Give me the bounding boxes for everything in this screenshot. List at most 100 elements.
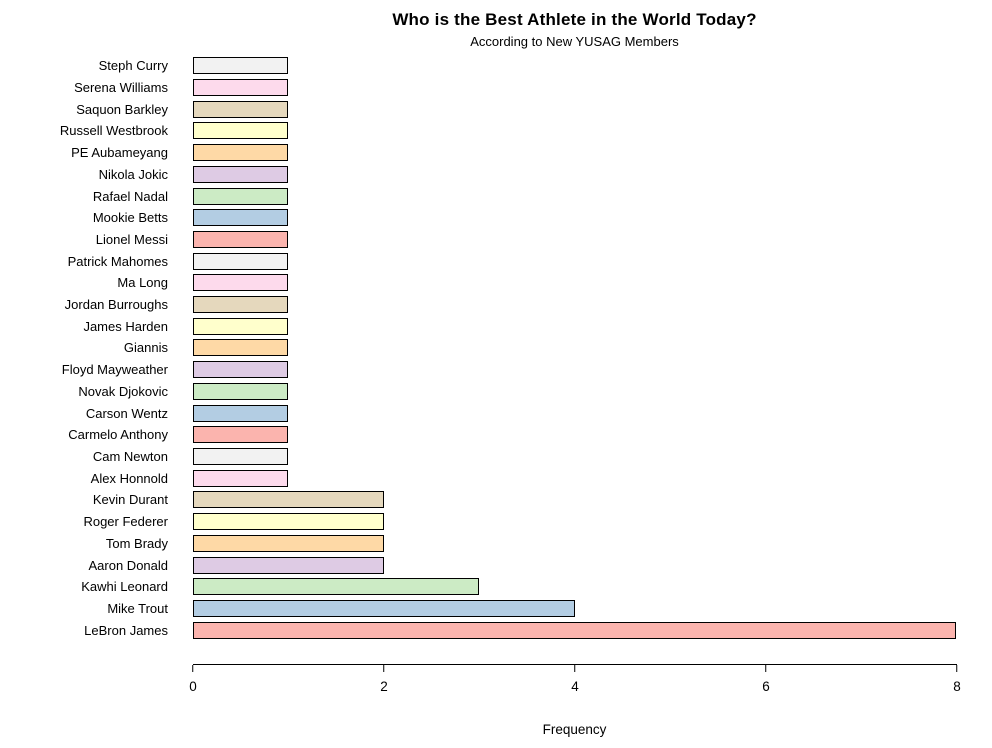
- bar-rows: Steph Curry Serena Williams Saquon Barkley…: [0, 55, 957, 641]
- bar: [193, 469, 289, 487]
- bar-label: Novak Djokovic: [78, 383, 168, 399]
- bar-label: Russell Westbrook: [59, 123, 168, 139]
- bar: [193, 317, 289, 335]
- bar: [193, 513, 384, 531]
- x-tick: 2: [380, 665, 388, 694]
- x-tick: 8: [953, 665, 961, 694]
- bar-label: Tom Brady: [105, 535, 168, 551]
- chart-title: Who is the Best Athlete in the World Tod…: [392, 10, 757, 29]
- bar-track: [193, 513, 956, 531]
- bar: [193, 404, 289, 422]
- bar: [193, 144, 289, 162]
- bar-row: Cam Newton: [0, 446, 957, 468]
- bar-row: Kawhi Leonard: [0, 576, 957, 598]
- bar: [193, 122, 289, 140]
- x-tick-mark: [574, 665, 576, 672]
- bar-label: Carson Wentz: [85, 405, 168, 421]
- bar-track: [193, 599, 956, 617]
- bar-label: Saquon Barkley: [76, 101, 168, 117]
- bar: [193, 100, 289, 118]
- bar: [193, 534, 384, 552]
- bar-track: [193, 317, 956, 335]
- bar-row: Carmelo Anthony: [0, 424, 957, 446]
- bar-label: LeBron James: [84, 622, 168, 638]
- bar-label: Serena Williams: [74, 80, 168, 96]
- x-tick-label: 0: [189, 679, 197, 694]
- bar-label: Steph Curry: [98, 58, 168, 74]
- x-tick: 4: [571, 665, 579, 694]
- bar-row: Russell Westbrook: [0, 120, 957, 142]
- bar-track: [193, 57, 956, 75]
- x-axis-label: Frequency: [542, 722, 607, 737]
- bar-track: [193, 578, 956, 596]
- bar-row: Ma Long: [0, 272, 957, 294]
- bar-row: Patrick Mahomes: [0, 250, 957, 272]
- bar-row: Steph Curry: [0, 55, 957, 77]
- bar-row: Kevin Durant: [0, 489, 957, 511]
- bar: [193, 274, 289, 292]
- chart-subtitle: According to New YUSAG Members: [470, 34, 679, 49]
- bar: [193, 230, 289, 248]
- bar-track: [193, 339, 956, 357]
- bar-row: PE Aubameyang: [0, 142, 957, 164]
- bar-track: [193, 100, 956, 118]
- bar: [193, 252, 289, 270]
- bar-track: [193, 252, 956, 270]
- bar-track: [193, 448, 956, 465]
- bar-label: Roger Federer: [83, 514, 168, 530]
- bar: [193, 209, 289, 227]
- x-tick-label: 4: [571, 679, 579, 694]
- bar-label: Mookie Betts: [92, 210, 168, 226]
- bar-label: Alex Honnold: [90, 470, 168, 486]
- bar-row: Mike Trout: [0, 598, 957, 620]
- bar-label: Mike Trout: [107, 600, 168, 616]
- bar-label: Cam Newton: [92, 449, 168, 464]
- bar-row: Alex Honnold: [0, 467, 957, 489]
- x-tick-mark: [192, 665, 194, 672]
- bar-row: Lionel Messi: [0, 229, 957, 251]
- bar: [193, 382, 289, 400]
- bar: [193, 361, 289, 379]
- bar-row: Roger Federer: [0, 511, 957, 533]
- bar: [193, 165, 289, 183]
- bar-track: [193, 209, 956, 227]
- bar-label: Patrick Mahomes: [67, 253, 168, 269]
- x-tick-mark: [383, 665, 385, 672]
- bar-track: [193, 469, 956, 487]
- bar-row: Floyd Mayweather: [0, 359, 957, 381]
- bar-track: [193, 122, 956, 140]
- x-tick-label: 8: [953, 679, 961, 694]
- bar-row: Carson Wentz: [0, 402, 957, 424]
- bar-label: Kevin Durant: [92, 492, 168, 508]
- bar-label: Lionel Messi: [95, 231, 168, 247]
- bar-track: [193, 187, 956, 205]
- bar: [193, 57, 289, 75]
- bar-row: Serena Williams: [0, 77, 957, 99]
- bar: [193, 187, 289, 205]
- bar-track: [193, 534, 956, 552]
- bar-row: LeBron James: [0, 619, 957, 641]
- bar-row: Saquon Barkley: [0, 98, 957, 120]
- bar-label: Aaron Donald: [88, 557, 169, 573]
- bar-track: [193, 165, 956, 183]
- bar: [193, 621, 956, 639]
- bar-label: Ma Long: [117, 275, 168, 291]
- bar-row: Rafael Nadal: [0, 185, 957, 207]
- bar-label: Jordan Burroughs: [64, 297, 168, 313]
- x-axis-ticks: 0 2 4 6 8: [189, 665, 961, 705]
- bar-row: Mookie Betts: [0, 207, 957, 229]
- bar-row: Giannis: [0, 337, 957, 359]
- bar-track: [193, 426, 956, 444]
- bar-row: Aaron Donald: [0, 554, 957, 576]
- bar-label: Floyd Mayweather: [61, 362, 168, 378]
- x-tick-mark: [765, 665, 767, 672]
- bar-row: Tom Brady: [0, 532, 957, 554]
- bar-label: Nikola Jokic: [98, 166, 168, 182]
- x-tick-mark: [956, 665, 958, 672]
- bar-track: [193, 556, 956, 574]
- bar: [193, 578, 480, 596]
- bar: [193, 79, 289, 97]
- bar-label: James Harden: [83, 318, 168, 334]
- bar: [193, 296, 289, 314]
